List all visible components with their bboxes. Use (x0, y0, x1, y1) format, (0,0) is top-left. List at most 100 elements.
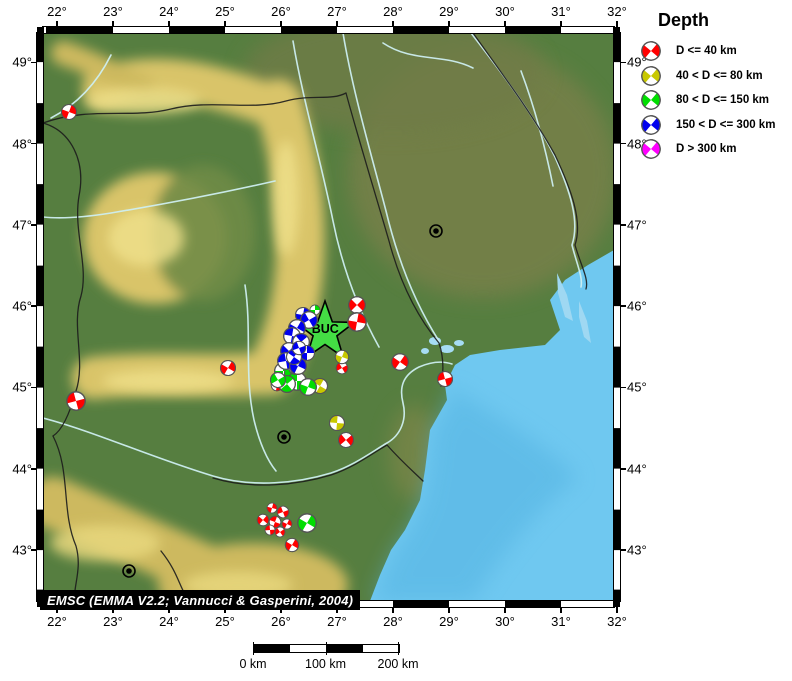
lon-label-top: 29° (439, 4, 459, 19)
legend-item: 150 < D <= 300 km (632, 113, 790, 138)
lat-label-right: 49° (627, 54, 647, 70)
lat-label-right: 47° (627, 217, 647, 233)
scale-label-100: 100 km (305, 657, 346, 671)
scale-label-0: 0 km (239, 657, 267, 671)
legend-item: D > 300 km (632, 137, 790, 162)
map-frame-left (36, 32, 44, 602)
lon-tick (112, 21, 114, 27)
lat-label-left: 46° (12, 298, 32, 314)
lat-label-right: 43° (627, 542, 647, 558)
lon-tick (168, 607, 170, 613)
lat-tick (620, 549, 626, 551)
lon-tick (168, 21, 170, 27)
lon-label-top: 22° (47, 4, 67, 19)
focal-mechanism (256, 513, 270, 527)
lon-label-bottom: 23° (103, 614, 123, 629)
city-marker (121, 563, 137, 579)
lon-label-bottom: 30° (495, 614, 515, 629)
legend-title: Depth (658, 10, 709, 30)
lon-tick (224, 607, 226, 613)
lon-label-bottom: 24° (159, 614, 179, 629)
lat-tick (620, 468, 626, 470)
beachball-icon (640, 89, 662, 111)
lat-label-left: 43° (12, 542, 32, 558)
lon-tick (224, 21, 226, 27)
lat-label-right: 45° (627, 379, 647, 395)
focal-mechanism (328, 414, 346, 432)
lat-tick (31, 468, 37, 470)
focal-mechanism (291, 340, 307, 356)
focal-mechanism (264, 524, 276, 536)
lon-tick (336, 21, 338, 27)
lat-tick (31, 305, 37, 307)
lon-label-bottom: 22° (47, 614, 67, 629)
lon-label-bottom: 26° (271, 614, 291, 629)
lon-tick (280, 607, 282, 613)
focal-mechanism (276, 505, 290, 519)
map-frame-right (613, 32, 621, 602)
depth-legend: Depth D <= 40 km 40 < D <= 80 km 80 < D … (632, 6, 790, 162)
lon-label-top: 26° (271, 4, 291, 19)
focal-mechanism (274, 526, 286, 538)
map-area: BUC (43, 33, 614, 601)
lon-tick (560, 607, 562, 613)
lat-label-left: 45° (12, 379, 32, 395)
scale-bar-segments (253, 644, 400, 653)
legend-item-label: D > 300 km (676, 143, 737, 156)
lat-label-right: 44° (627, 461, 647, 477)
lat-tick (31, 142, 37, 145)
legend-item-label: D <= 40 km (676, 45, 737, 58)
scale-tick (398, 642, 399, 655)
focal-mechanism (281, 518, 293, 530)
focal-mechanism (277, 374, 297, 394)
focal-mechanism (337, 431, 355, 449)
focal-mechanism (60, 103, 78, 121)
legend-item-label: 80 < D <= 150 km (676, 94, 770, 107)
map-frame-top (42, 26, 615, 34)
lon-tick (448, 607, 450, 613)
beachball-icon (640, 114, 662, 136)
focal-mechanism (268, 515, 282, 529)
lon-label-bottom: 32° (607, 614, 627, 629)
lon-label-top: 30° (495, 4, 515, 19)
lat-tick (31, 386, 37, 389)
lon-label-top: 32° (607, 4, 627, 19)
lon-label-top: 25° (215, 4, 235, 19)
lon-label-bottom: 31° (551, 614, 571, 629)
focal-mechanism (347, 295, 367, 315)
lon-tick (616, 21, 618, 27)
lat-label-left: 49° (12, 54, 32, 70)
lat-label-left: 44° (12, 461, 32, 477)
lat-tick (620, 224, 626, 226)
lat-tick (620, 386, 626, 389)
lon-label-top: 24° (159, 4, 179, 19)
lon-tick (112, 607, 114, 613)
legend-item-label: 40 < D <= 80 km (676, 69, 763, 82)
attribution-text: EMSC (EMMA V2.2; Vannucci & Gasperini, 2… (47, 592, 354, 608)
lat-label-left: 47° (12, 217, 32, 233)
lat-tick (31, 224, 37, 226)
frame-corner (613, 27, 620, 34)
focal-mechanism (298, 377, 318, 397)
focal-mechanism (390, 352, 410, 372)
scale-tick (325, 642, 327, 655)
lon-tick (560, 21, 562, 27)
focal-mechanism (219, 359, 237, 377)
focal-mechanism (269, 371, 287, 389)
frame-corner (613, 600, 620, 607)
city-marker (428, 223, 444, 239)
scale-tick (253, 642, 254, 655)
beachball-icon (640, 40, 662, 62)
lon-label-bottom: 29° (439, 614, 459, 629)
legend-item: D <= 40 km (632, 39, 790, 64)
lon-label-top: 23° (103, 4, 123, 19)
focal-mechanism (334, 349, 350, 365)
terrain-basemap (43, 33, 614, 601)
lon-label-bottom: 25° (215, 614, 235, 629)
legend-item: 40 < D <= 80 km (632, 64, 790, 89)
scale-label-200: 200 km (377, 657, 419, 671)
lat-tick (620, 61, 626, 64)
station-star-label: BUC (311, 322, 339, 337)
focal-mechanism (296, 512, 318, 534)
attribution-box: EMSC (EMMA V2.2; Vannucci & Gasperini, 2… (40, 590, 361, 610)
